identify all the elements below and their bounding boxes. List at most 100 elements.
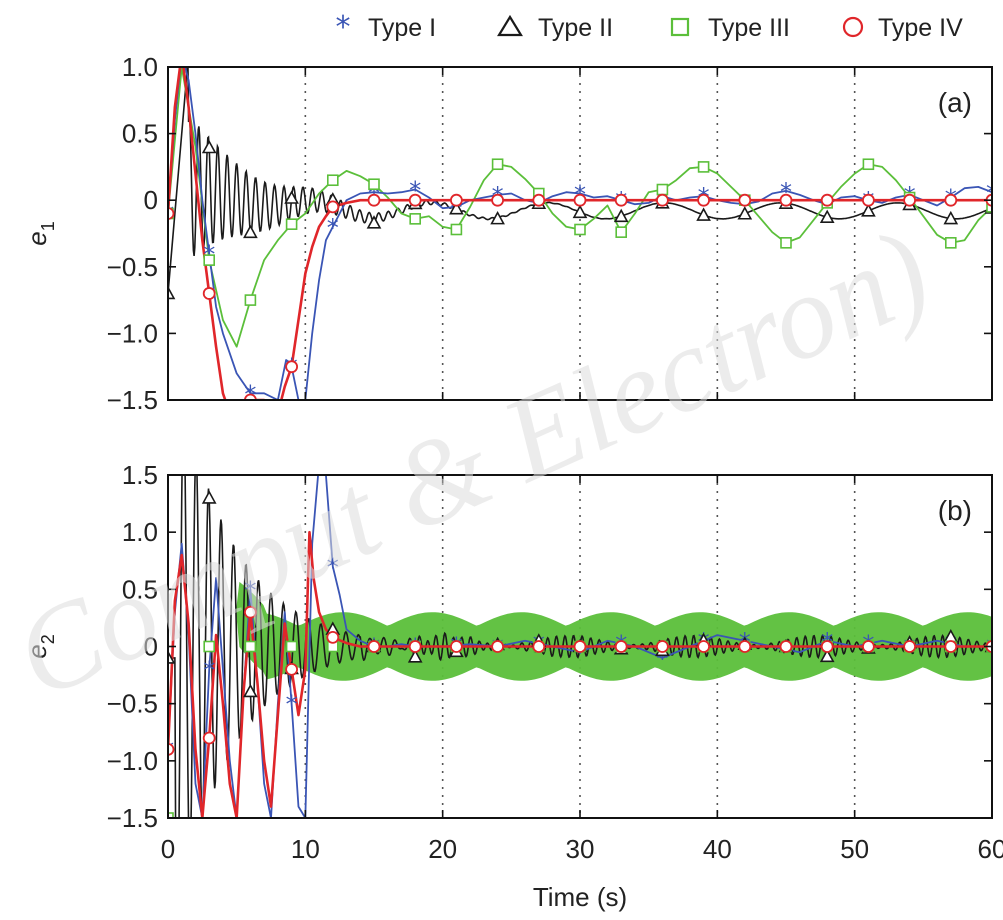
- marker-type-iv: [408, 193, 422, 207]
- legend-item-type-i: * Type I: [336, 10, 437, 45]
- marker-type-iii: [697, 161, 710, 173]
- marker-type-iv: [449, 193, 463, 207]
- marker-type-iii: [491, 158, 504, 171]
- marker-type-iii: [285, 218, 298, 230]
- marker-type-ii: [572, 204, 588, 219]
- legend: * Type I Type II Type III Type IV: [336, 10, 964, 45]
- marker-type-iii: [368, 178, 380, 191]
- marker-type-iv: [903, 640, 916, 653]
- plot-area: *********************: [168, 67, 992, 400]
- y-axis-label: e1: [22, 221, 58, 245]
- marker-type-iv: [532, 640, 546, 653]
- marker-type-iii: [285, 640, 298, 653]
- legend-label-type-iv: Type IV: [878, 14, 963, 42]
- marker-type-iv: [614, 193, 628, 207]
- marker-type-ii: [449, 200, 464, 215]
- marker-type-iv: [779, 640, 793, 653]
- marker-type-ii: [243, 683, 258, 698]
- marker-type-i: *: [327, 214, 339, 242]
- x-tick-label: 0: [161, 834, 175, 864]
- marker-type-iv: [614, 640, 628, 653]
- marker-type-iii: [203, 640, 215, 653]
- legend-label-type-ii: Type II: [538, 14, 613, 42]
- marker-type-ii: [243, 224, 258, 239]
- marker-type-iv: [449, 640, 463, 653]
- marker-type-iii: [944, 237, 957, 249]
- marker-type-ii: [737, 206, 753, 220]
- y-tick-label: −1.5: [107, 803, 158, 833]
- marker-type-ii: [201, 490, 217, 504]
- y-tick-label: −1.0: [107, 318, 158, 348]
- y-tick-label: 0: [144, 632, 158, 662]
- legend-marker-square-icon: [670, 17, 690, 37]
- series-type-i-line: [168, 475, 992, 818]
- marker-type-ii: [284, 190, 299, 204]
- marker-type-iv: [573, 193, 587, 207]
- y-tick-label: −1.5: [107, 385, 158, 415]
- marker-type-i: *: [286, 691, 298, 719]
- marker-type-ii: [168, 285, 176, 300]
- marker-type-iv: [573, 640, 587, 653]
- marker-type-iv: [491, 193, 505, 207]
- y-axis-label-subscript: 2: [38, 634, 58, 644]
- marker-type-iv: [408, 640, 422, 653]
- panel-a: ********************* 1.0 0.5 0 −0.5 −1.0 −1.5…: [22, 52, 993, 415]
- marker-type-i: *: [203, 656, 215, 684]
- x-tick-label: 60: [978, 834, 1003, 864]
- marker-type-ii: [407, 649, 423, 663]
- legend-item-type-iii: Type III: [670, 14, 790, 42]
- legend-marker-asterisk-icon: *: [336, 10, 351, 45]
- marker-type-iv: [656, 193, 669, 207]
- y-tick-label: −0.5: [107, 252, 158, 282]
- marker-type-iv: [697, 193, 710, 207]
- marker-type-iv: [820, 640, 834, 653]
- marker-type-iv: [656, 640, 669, 653]
- marker-type-i: *: [327, 553, 339, 581]
- series-type-iv-line: [168, 67, 992, 400]
- marker-type-iii: [409, 213, 422, 225]
- marker-type-iv: [862, 640, 875, 653]
- marker-type-iv: [202, 731, 216, 745]
- marker-type-iii: [574, 223, 586, 236]
- marker-type-iv: [944, 193, 958, 207]
- marker-type-iii: [780, 237, 792, 249]
- marker-type-iii: [203, 254, 215, 266]
- marker-type-iii: [615, 226, 628, 238]
- x-tick-label: 50: [840, 834, 869, 864]
- marker-type-ii: [201, 139, 217, 154]
- marker-type-iv: [944, 640, 958, 653]
- legend-label-type-iii: Type III: [708, 14, 790, 42]
- marker-type-ii: [819, 648, 835, 663]
- marker-type-iv: [779, 193, 793, 207]
- x-tick-label: 10: [291, 834, 320, 864]
- marker-type-iii: [862, 158, 875, 171]
- marker-type-iii: [244, 294, 257, 306]
- y-tick-label: 1.0: [122, 52, 158, 82]
- marker-type-i: *: [244, 576, 256, 604]
- marker-type-iv: [326, 630, 340, 644]
- marker-type-iv: [244, 393, 257, 400]
- y-tick-label: −0.5: [107, 689, 158, 719]
- marker-type-ii: [490, 210, 505, 225]
- marker-type-iv: [903, 193, 916, 207]
- marker-type-ii: [613, 208, 629, 223]
- y-tick-label: 1.0: [122, 517, 158, 547]
- y-axis-label-subscript: 1: [38, 221, 58, 231]
- marker-type-iii: [656, 183, 669, 196]
- marker-type-iv: [862, 193, 875, 207]
- panel-b: *********************1.51.00.50−0.5−1.0−…: [22, 460, 1003, 864]
- y-tick-label: −1.0: [107, 746, 158, 776]
- legend-item-type-ii: Type II: [497, 14, 613, 42]
- marker-type-iv: [168, 743, 175, 756]
- y-tick-label: 0.5: [122, 119, 158, 149]
- y-axis-label-main: e: [22, 231, 52, 245]
- x-tick-label: 30: [566, 834, 595, 864]
- legend-marker-circle-icon: [842, 16, 864, 38]
- plot-area: *********************: [168, 475, 992, 818]
- marker-type-iii: [450, 223, 463, 236]
- x-tick-label: 40: [703, 834, 732, 864]
- y-tick-label: 0: [144, 185, 158, 215]
- marker-type-iv: [168, 207, 175, 220]
- marker-type-ii: [943, 210, 959, 225]
- panel-label: (b): [938, 495, 972, 526]
